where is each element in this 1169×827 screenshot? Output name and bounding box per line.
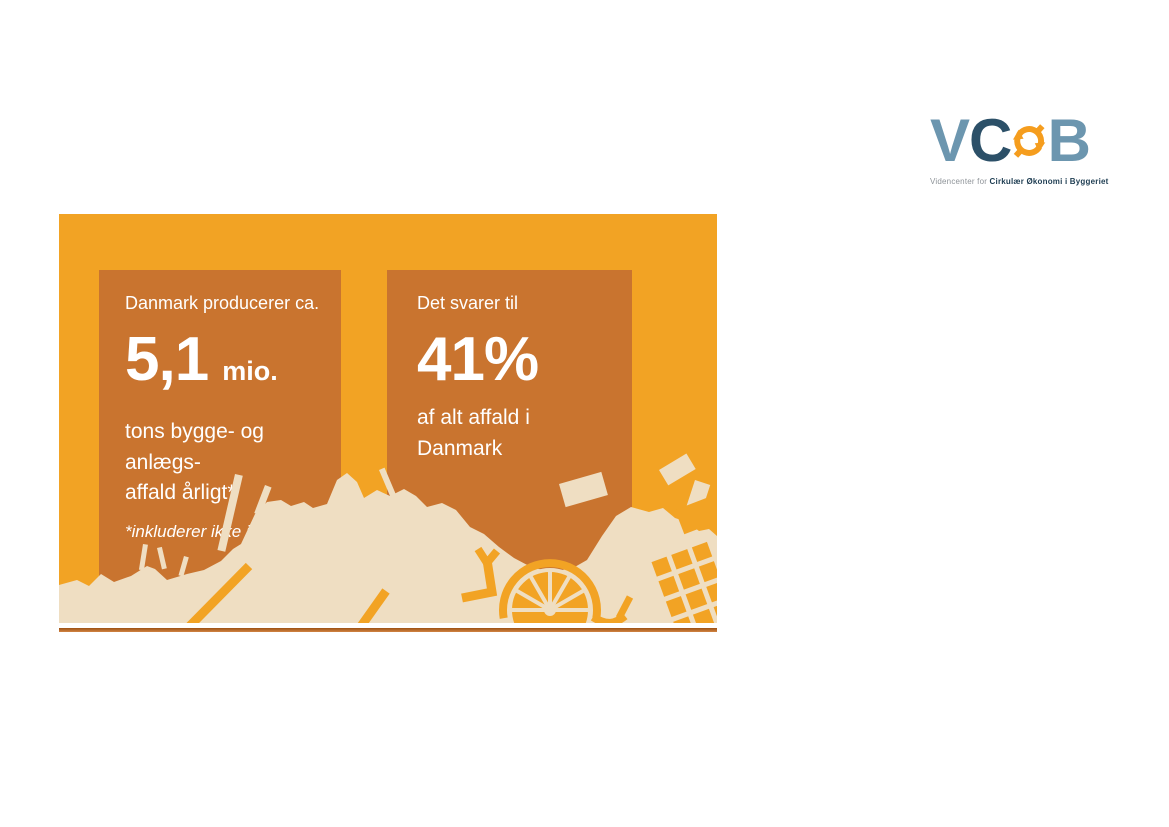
logo-letter-v: V xyxy=(930,107,970,174)
card-line: tons bygge- og anlægs- xyxy=(125,420,264,474)
logo-letter-b: B xyxy=(1047,107,1091,174)
big-stat: 5,1 mio. xyxy=(125,329,321,391)
big-number-unit: mio. xyxy=(222,356,278,387)
card-description: af alt affald i Danmark xyxy=(417,403,614,464)
card-intro: Det svarer til xyxy=(417,293,519,313)
stat-card-production: Danmark producerer ca. 5,1 mio. tons byg… xyxy=(99,270,341,604)
tagline-regular: Videncenter for xyxy=(930,177,990,186)
logo-letter-c: C xyxy=(969,107,1012,174)
footnote: *inkluderer ikke jord xyxy=(125,522,275,541)
big-stat: 41% xyxy=(417,329,614,391)
tagline-bold: Cirkulær Økonomi i Byggeriet xyxy=(989,177,1109,186)
recycle-arrows-icon xyxy=(1013,124,1046,158)
card-description: tons bygge- og anlægs- affald årligt* xyxy=(125,417,321,508)
bottom-separator xyxy=(59,628,717,632)
big-number: 5,1 xyxy=(125,325,209,395)
card-intro: Danmark producerer ca. xyxy=(125,293,320,313)
vcob-logo: V C B Videncenter for Cirkulær Økonomi i… xyxy=(930,107,1108,187)
orange-slab xyxy=(675,490,717,535)
infographic-panel: Danmark producerer ca. 5,1 mio. tons byg… xyxy=(59,214,717,623)
big-number: 41% xyxy=(417,325,539,395)
grid-window-icon xyxy=(642,532,717,623)
logo-tagline: Videncenter for Cirkulær Økonomi i Bygge… xyxy=(930,177,1108,186)
logo-wordmark: V C B xyxy=(930,107,1091,174)
card-line: affald årligt* xyxy=(125,481,236,505)
card-line: af alt affald i Danmark xyxy=(417,406,530,460)
stat-card-share: Det svarer til 41% af alt affald i Danma… xyxy=(387,270,632,580)
